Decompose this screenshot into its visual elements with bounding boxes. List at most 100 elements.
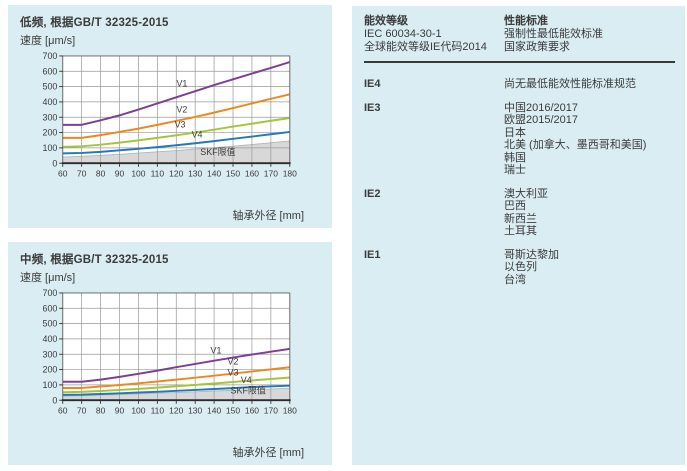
region-line: 日本 [504, 126, 526, 139]
series-label-v1: V1 [176, 79, 187, 89]
region-line: 中国2016/2017 [504, 101, 578, 114]
x-tick-label: 170 [264, 406, 278, 416]
region-line: 以色列 [504, 261, 537, 273]
x-tick-label: 60 [58, 406, 68, 416]
series-label-v3: V3 [228, 368, 239, 378]
series-line-v3 [62, 116, 290, 148]
skf-limit-label: SKF限值 [231, 385, 266, 396]
table-row: IE2 澳大利亚 巴西 新西兰 土耳其 [364, 188, 675, 238]
x-tick-label: 120 [169, 169, 183, 179]
y-tick-label: 100 [42, 143, 57, 153]
chart-title: 中频, 根据GB/T 32325-2015 [20, 254, 169, 266]
x-tick-label: 90 [115, 406, 125, 416]
chart-panel-medium-frequency: 中频, 根据GB/T 32325-2015 速度 [μm/s] 0 100 200 3… [8, 242, 332, 465]
table-header: 能效等级 IEC 60034-30-1 全球能效等级IE代码2014 性能标准 … [364, 15, 675, 63]
x-tick-label: 180 [283, 169, 297, 179]
grade-regions: 尚无最低能效性能标准规范 [504, 78, 675, 91]
chart-y-axis-label: 速度 [μm/s] [20, 35, 76, 47]
region-line: 澳大利亚 [504, 187, 548, 200]
series-label-v4: V4 [192, 129, 203, 139]
efficiency-table: 能效等级 IEC 60034-30-1 全球能效等级IE代码2014 性能标准 … [364, 15, 675, 297]
series-line-v4 [62, 130, 290, 155]
y-tick-label: 200 [42, 365, 57, 375]
header-ie-code: 全球能效等级IE代码2014 [364, 41, 487, 53]
region-line: 北美 (加拿大、墨西哥和美国) [504, 139, 647, 151]
chart-title: 低频, 根据GB/T 32325-2015 [20, 17, 169, 29]
series-line-v1 [62, 347, 290, 383]
series-line-v3 [62, 376, 290, 394]
efficiency-grade: IE3 [364, 101, 381, 114]
x-tick-label: 130 [188, 169, 202, 179]
y-tick-label: 0 [52, 158, 57, 168]
region-line: 尚无最低能效性能标准规范 [504, 78, 636, 90]
chart-y-axis-label: 速度 [μm/s] [20, 272, 76, 284]
region-line: 巴西 [504, 200, 526, 212]
x-tick-label: 180 [283, 406, 297, 416]
table-header-col1: 能效等级 IEC 60034-30-1 全球能效等级IE代码2014 [364, 15, 504, 54]
efficiency-grade: IE4 [364, 78, 381, 90]
x-tick-label: 160 [245, 406, 259, 416]
header-performance-standard: 性能标准 [504, 15, 548, 27]
grade-regions: 哥斯达黎加 以色列 台湾 [504, 249, 675, 287]
table-row: IE3 中国2016/2017 欧盟2015/2017 日本 北美 (加拿大、墨西哥和美… [364, 102, 675, 177]
y-tick-label: 600 [42, 303, 57, 313]
y-tick-label: 100 [42, 380, 57, 390]
series-label-v1: V1 [211, 345, 222, 355]
x-tick-label: 70 [77, 169, 87, 179]
y-tick-label: 400 [42, 334, 57, 344]
x-tick-label: 110 [151, 169, 165, 179]
x-tick-label: 170 [264, 169, 278, 179]
grade-regions: 中国2016/2017 欧盟2015/2017 日本 北美 (加拿大、墨西哥和美国) 韩… [504, 102, 675, 177]
y-tick-label: 600 [42, 66, 57, 76]
table-row: IE1 哥斯达黎加 以色列 台湾 [364, 249, 675, 287]
series-line-v4 [62, 384, 290, 396]
x-tick-label: 70 [77, 406, 87, 416]
x-tick-label: 100 [131, 406, 145, 416]
region-line: 新西兰 [504, 212, 537, 225]
series-label-v4: V4 [241, 375, 252, 385]
y-tick-label: 700 [42, 288, 57, 298]
header-mandatory-minimum: 强制性最低能效标准 [504, 28, 603, 40]
chart-x-axis-label: 轴承外径 [mm] [232, 210, 305, 222]
header-efficiency-class: 能效等级 [364, 15, 408, 27]
x-tick-label: 130 [188, 406, 202, 416]
grade-regions: 澳大利亚 巴西 新西兰 土耳其 [504, 188, 675, 238]
table-header-col2: 性能标准 强制性最低能效标准 国家政策要求 [504, 15, 675, 54]
series-line-v2 [62, 93, 291, 139]
y-tick-label: 0 [52, 395, 57, 405]
y-tick-label: 200 [42, 128, 57, 138]
y-tick-label: 500 [42, 319, 57, 329]
y-tick-label: 300 [42, 112, 57, 122]
x-tick-label: 120 [169, 406, 183, 416]
skf-limit-label: SKF限值 [200, 146, 235, 157]
region-line: 哥斯达黎加 [504, 248, 559, 261]
series-label-v2: V2 [176, 104, 187, 114]
region-line: 瑞士 [504, 164, 526, 176]
table-row: IE4 尚无最低能效性能标准规范 [364, 78, 675, 91]
region-line: 台湾 [504, 273, 526, 286]
x-tick-label: 150 [226, 406, 240, 416]
efficiency-table-panel: 能效等级 IEC 60034-30-1 全球能效等级IE代码2014 性能标准 … [352, 6, 685, 465]
series-line-v1 [62, 61, 291, 126]
medium-frequency-chart: 0 100 200 300 400 500 600 700 60 70 80 90 100 110 120 1… [42, 288, 297, 416]
series-line-v2 [62, 366, 290, 389]
x-tick-label: 140 [207, 169, 221, 179]
region-line: 土耳其 [504, 225, 537, 237]
header-national-policy: 国家政策要求 [504, 41, 570, 53]
y-tick-label: 300 [42, 349, 57, 359]
x-tick-label: 60 [58, 169, 68, 179]
x-tick-label: 140 [207, 406, 221, 416]
x-tick-label: 80 [96, 406, 106, 416]
x-tick-label: 160 [245, 169, 259, 179]
header-iec-standard: IEC 60034-30-1 [364, 28, 442, 40]
x-tick-label: 110 [151, 406, 165, 416]
table-rows: IE4 尚无最低能效性能标准规范 IE3 中国2016/2017 欧盟2015/2017… [364, 78, 675, 286]
region-line: 韩国 [504, 151, 526, 164]
y-tick-label: 500 [42, 82, 57, 92]
series-label-v2: V2 [228, 357, 239, 367]
x-tick-label: 90 [115, 169, 125, 179]
chart-x-axis-label: 轴承外径 [mm] [232, 447, 305, 459]
x-tick-label: 100 [131, 169, 145, 179]
y-tick-label: 400 [42, 97, 57, 107]
